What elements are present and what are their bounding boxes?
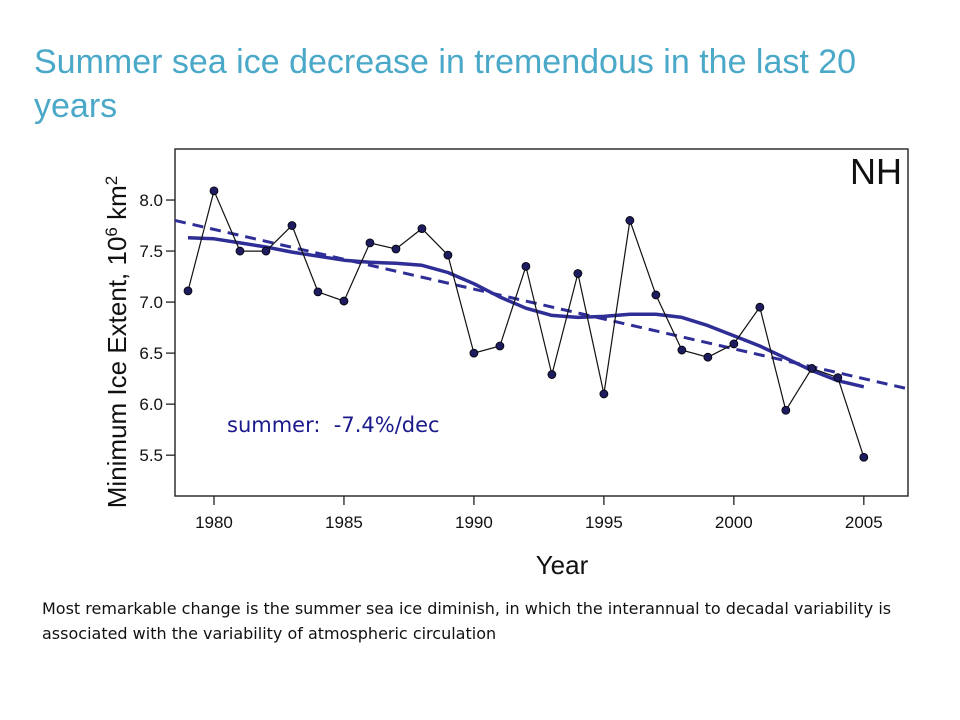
data-point <box>625 216 635 225</box>
data-point <box>287 221 297 230</box>
data-point <box>703 352 713 362</box>
data-point <box>651 290 661 300</box>
x-tick-label: 1985 <box>325 513 363 532</box>
data-point <box>209 186 219 196</box>
slide-caption: Most remarkable change is the summer sea… <box>42 599 892 643</box>
data-point <box>261 246 271 256</box>
data-point <box>859 452 869 462</box>
data-point <box>781 405 791 415</box>
y-axis-title: Minimum Ice Extent, 106 km2 <box>102 176 133 508</box>
data-point <box>755 302 765 312</box>
data-point <box>573 269 583 278</box>
data-point <box>365 238 375 248</box>
plot-frame <box>174 148 909 497</box>
data-point <box>521 261 531 271</box>
data-point <box>729 339 739 349</box>
data-point <box>495 341 505 351</box>
y-axis-title-group: Minimum Ice Extent, 106 km2 <box>102 176 133 508</box>
y-tick-label: 6.0 <box>139 395 163 414</box>
panel-label: NH <box>850 151 902 192</box>
data-point <box>391 244 401 254</box>
x-tick-label: 1990 <box>455 513 493 532</box>
y-tick-label: 7.5 <box>139 242 163 261</box>
data-point <box>599 389 609 399</box>
data-point <box>235 246 245 256</box>
data-point <box>313 287 323 297</box>
x-tick-label: 2005 <box>845 513 883 532</box>
data-point <box>339 296 349 306</box>
slide-title: Summer sea ice decrease in tremendous in… <box>34 43 857 125</box>
data-point <box>677 345 687 355</box>
x-tick-label: 1980 <box>195 513 233 532</box>
x-tick-label: 2000 <box>715 513 753 532</box>
x-tick-label: 1995 <box>585 513 623 532</box>
y-tick-label: 8.0 <box>139 191 163 210</box>
y-tick-label: 6.5 <box>139 344 163 363</box>
y-tick-label: 7.0 <box>139 293 163 312</box>
y-tick-label: 5.5 <box>139 446 163 465</box>
data-point <box>469 348 479 358</box>
data-point <box>807 364 817 373</box>
trend-annotation: summer: -7.4%/dec <box>227 413 440 437</box>
data-point <box>547 370 557 379</box>
data-point <box>183 286 193 296</box>
data-point <box>443 250 453 260</box>
data-point <box>833 373 843 383</box>
smoothed-line <box>187 236 865 389</box>
data-point <box>417 224 427 234</box>
x-axis-title: Year <box>536 550 589 580</box>
